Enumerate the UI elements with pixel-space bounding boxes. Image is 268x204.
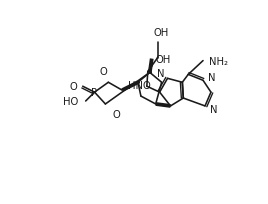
Text: O: O	[143, 81, 151, 91]
Text: N: N	[210, 104, 217, 114]
Text: HN: HN	[128, 81, 143, 91]
Text: P: P	[91, 88, 96, 98]
Text: O: O	[69, 82, 77, 92]
Text: HO: HO	[62, 96, 78, 106]
Text: O: O	[112, 109, 120, 119]
Text: N: N	[208, 73, 215, 83]
Text: OH: OH	[153, 28, 168, 38]
Text: N: N	[157, 69, 164, 79]
Text: OH: OH	[156, 54, 171, 64]
Text: O: O	[100, 67, 107, 77]
Text: NH₂: NH₂	[209, 56, 228, 66]
